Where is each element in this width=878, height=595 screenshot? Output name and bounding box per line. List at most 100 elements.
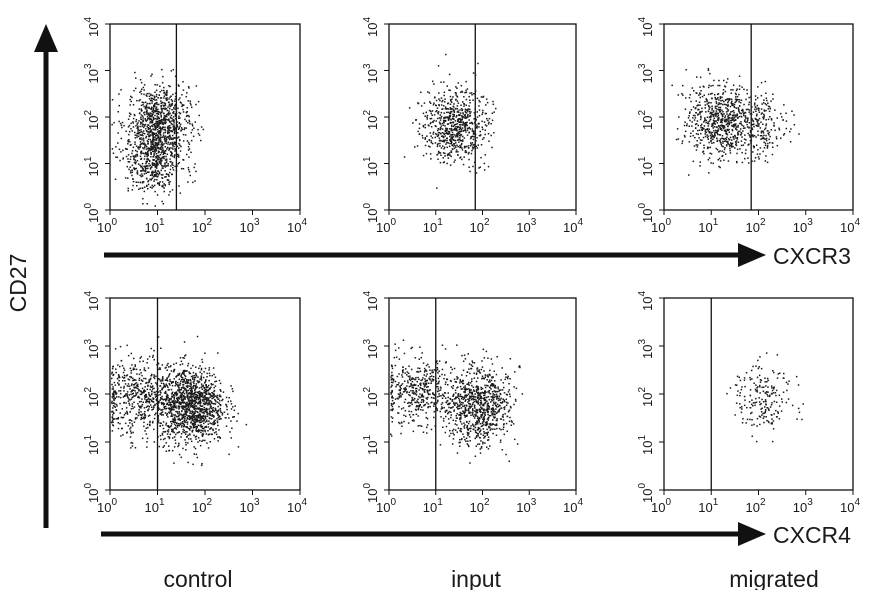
data-point [119,423,121,425]
data-point [165,431,167,433]
data-point [444,153,446,155]
data-point [424,124,426,126]
data-point [169,139,171,141]
data-point [213,367,215,369]
data-point [765,119,767,121]
data-point [136,100,138,102]
data-point [430,132,432,134]
data-point [112,388,114,390]
data-point [212,422,214,424]
data-point [199,440,201,442]
data-point [205,368,207,370]
data-point [133,126,135,128]
data-point [191,400,193,402]
data-point [139,374,141,376]
data-point [210,394,212,396]
data-point [154,394,156,396]
data-point [696,144,698,146]
data-point [173,143,175,145]
data-point [178,163,180,165]
data-point [425,137,427,139]
data-point [150,375,152,377]
data-point [157,362,159,364]
data-point [167,363,169,365]
data-point [142,388,144,390]
data-point [135,121,137,123]
data-point [203,371,205,373]
data-point [181,94,183,96]
data-point [194,397,196,399]
data-point [457,154,459,156]
data-point [444,125,446,127]
data-point [200,416,202,418]
data-point [194,379,196,381]
data-point [741,100,743,102]
data-point [187,417,189,419]
data-point [161,165,163,167]
data-point [168,180,170,182]
data-point [427,118,429,120]
data-point [156,167,158,169]
data-point [718,115,720,117]
data-point [712,125,714,127]
data-point [183,405,185,407]
data-point [121,428,123,430]
data-point [222,414,224,416]
data-point [131,175,133,177]
data-point [765,160,767,162]
data-point [225,404,227,406]
data-point [462,109,464,111]
data-point [692,135,694,137]
data-point [172,392,174,394]
data-point [755,157,757,159]
data-point [485,154,487,156]
data-point [423,126,425,128]
data-point [684,136,686,138]
data-point [710,132,712,134]
data-point [755,111,757,113]
data-point [432,137,434,139]
data-point [159,394,161,396]
data-point [473,136,475,138]
data-point [391,404,393,406]
data-point [426,402,428,404]
data-point [150,187,152,189]
data-point [149,161,151,163]
data-point [421,426,423,428]
data-point [172,385,174,387]
data-point [750,96,752,98]
data-point [177,382,179,384]
data-point [149,148,151,150]
data-point [435,105,437,107]
data-point [708,111,710,113]
data-point [175,425,177,427]
data-point [152,421,154,423]
data-point [159,181,161,183]
data-point [694,145,696,147]
data-point [455,136,457,138]
data-point [772,154,774,156]
data-point [163,428,165,430]
data-point [763,142,765,144]
data-point [210,396,212,398]
data-point [197,376,199,378]
data-point [154,115,156,117]
data-point [203,397,205,399]
data-point [168,142,170,144]
data-point [205,393,207,395]
data-point [182,431,184,433]
data-point [437,118,439,120]
data-point [725,153,727,155]
data-point [133,402,135,404]
data-point [750,130,752,132]
data-point [132,172,134,174]
data-point [223,391,225,393]
data-point [160,148,162,150]
data-point [141,93,143,95]
data-point [156,383,158,385]
data-point [744,119,746,121]
data-point [738,131,740,133]
data-point [472,123,474,125]
data-point [744,138,746,140]
data-point [188,438,190,440]
